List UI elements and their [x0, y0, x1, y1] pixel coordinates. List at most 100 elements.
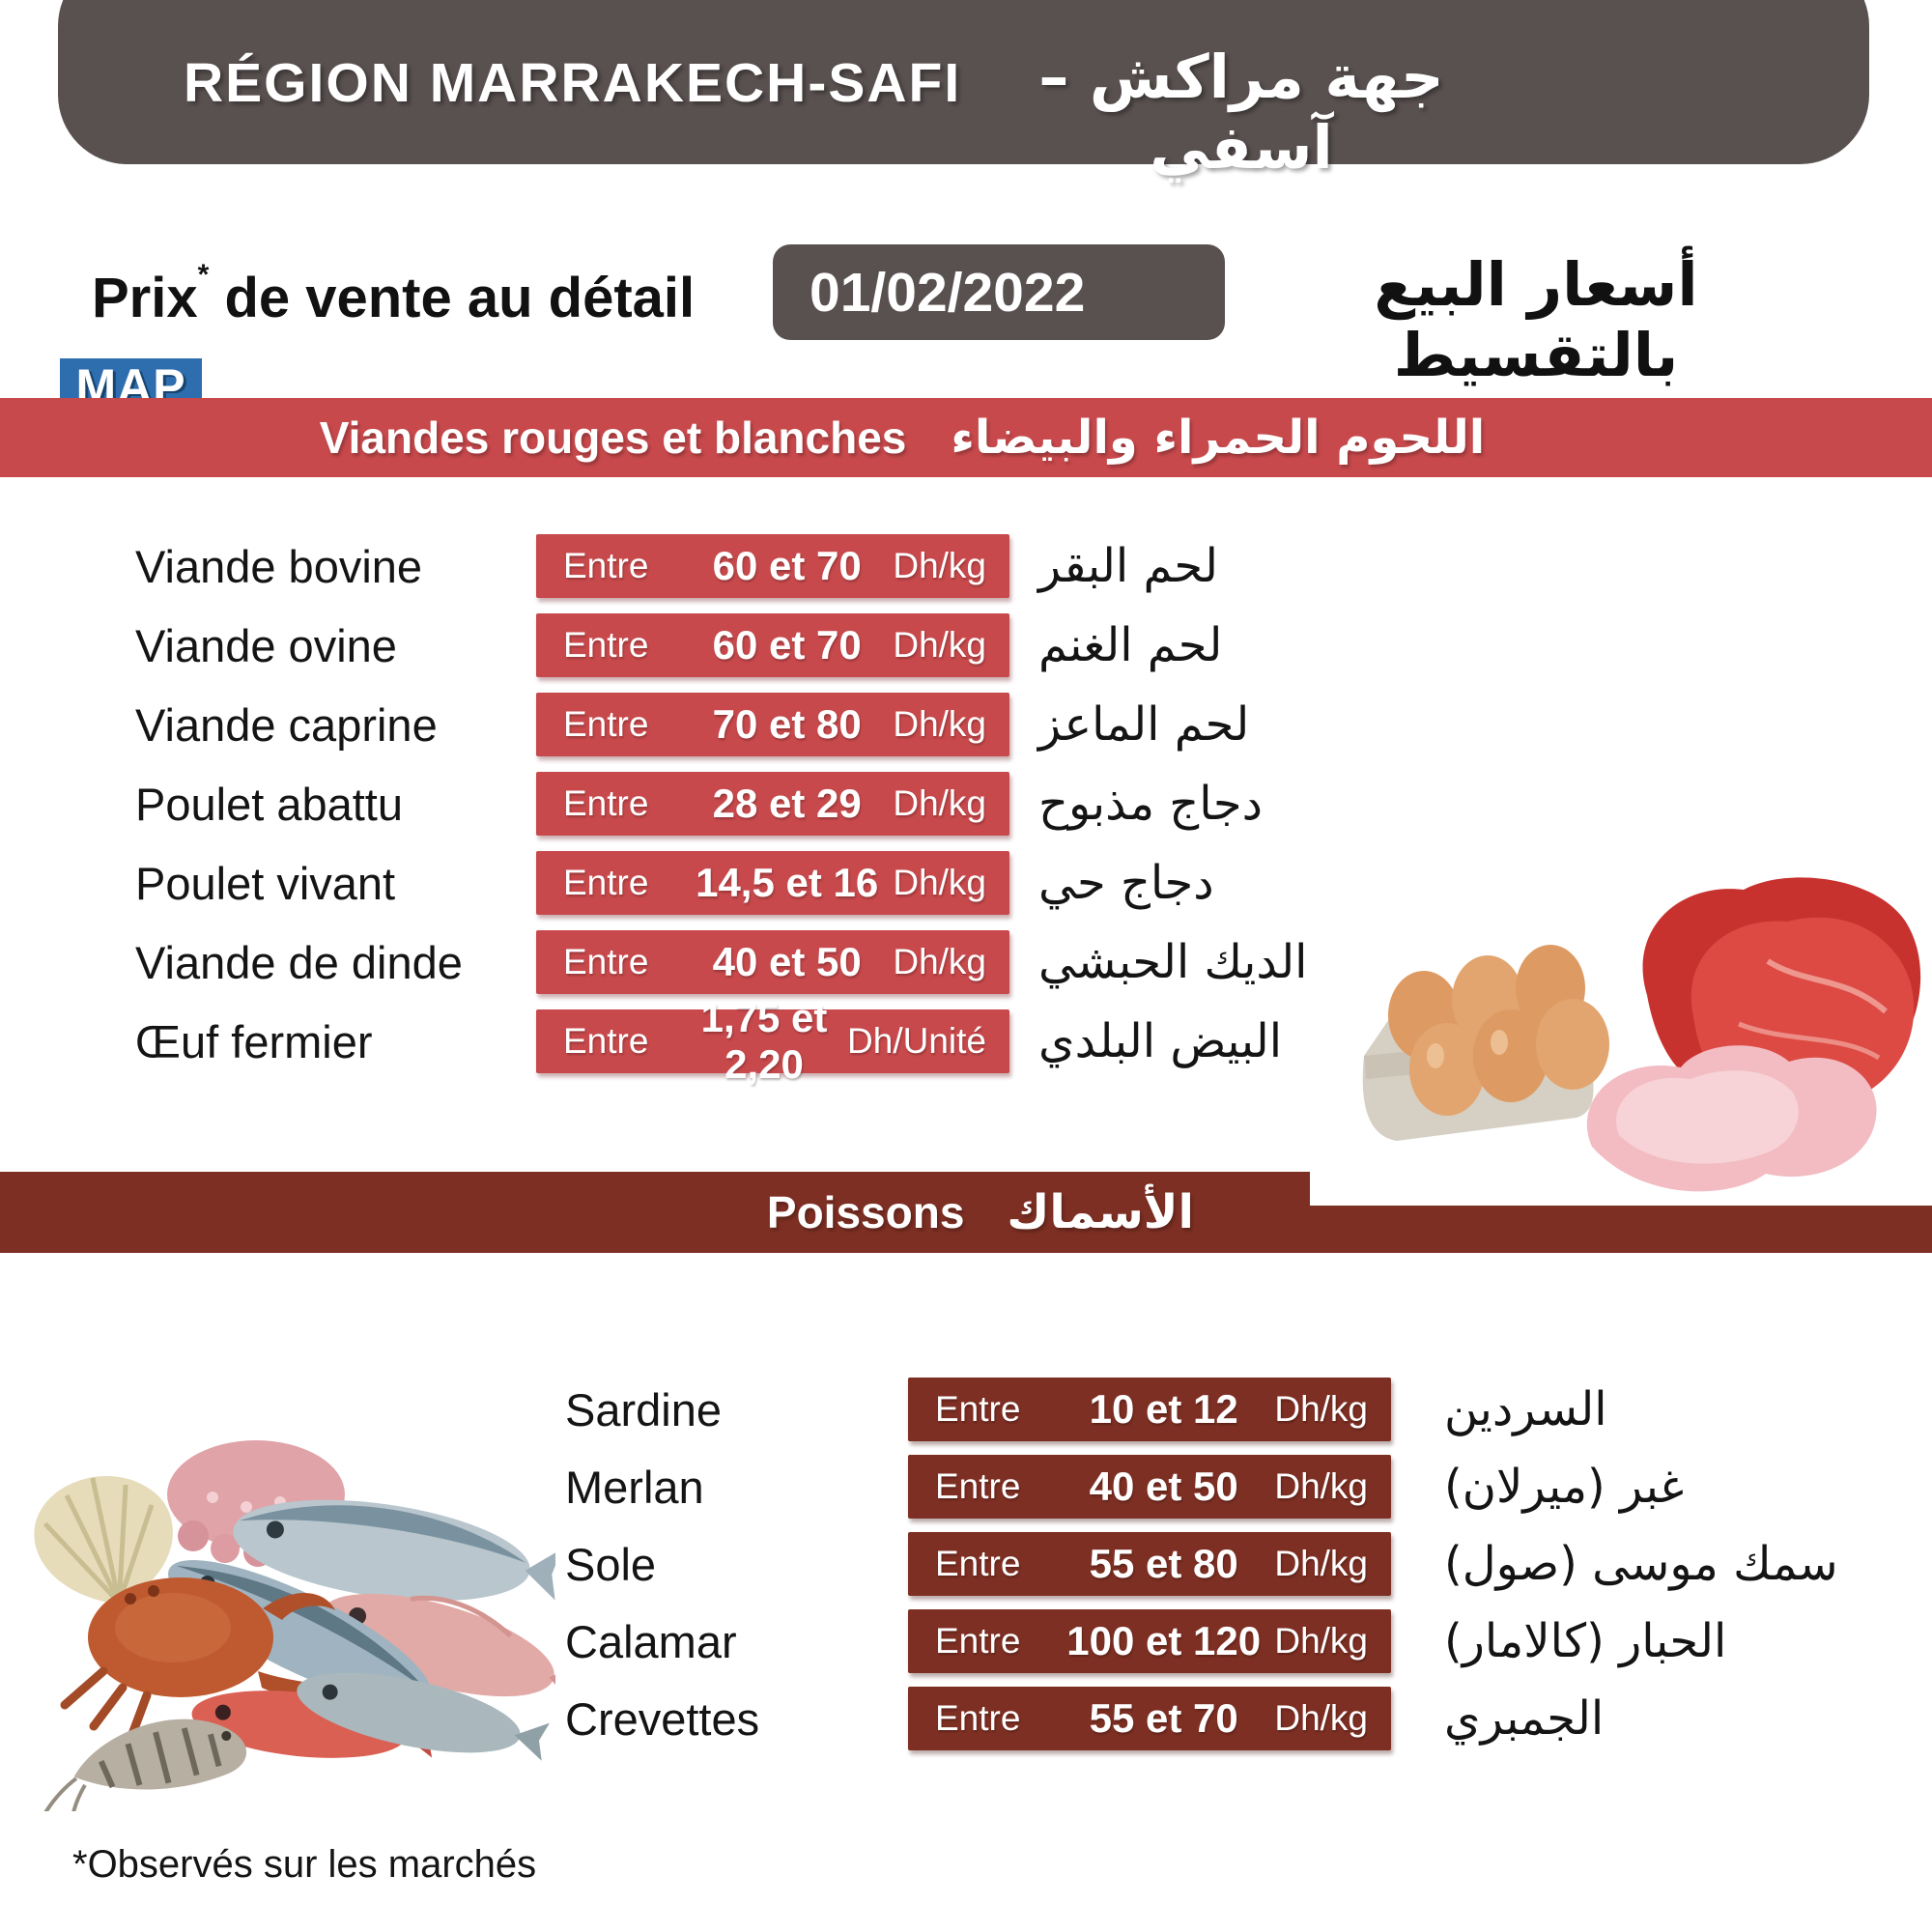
price-unit: Dh/kg — [1274, 1698, 1368, 1738]
table-row: Crevettes Entre 55 et 70 Dh/kg الجمبري — [0, 1687, 1932, 1750]
table-row: Poulet abattu Entre 28 et 29 Dh/kg دجاج … — [0, 772, 1932, 836]
region-title-ar: جهة مراكش – آسفي — [1038, 42, 1444, 183]
footnote: *Observés sur les marchés — [72, 1843, 537, 1886]
price-box: Entre 10 et 12 Dh/kg — [908, 1378, 1391, 1441]
header-banner: RÉGION MARRAKECH-SAFI جهة مراكش – آسفي — [58, 0, 1869, 183]
meat-section-title-fr: Viandes rouges et blanches — [319, 412, 907, 463]
product-name-fr: Merlan — [565, 1461, 704, 1513]
page-title-rest: de vente au détail — [209, 267, 696, 329]
product-name-fr: Viande de dinde — [135, 936, 463, 988]
price-between-label: Entre — [935, 1466, 1021, 1506]
product-name-fr: Calamar — [565, 1615, 737, 1667]
page-title-ar: أسعار البيع بالتقسيط — [1374, 249, 1698, 390]
price-box: Entre 60 et 70 Dh/kg — [536, 613, 1009, 677]
price-unit: Dh/kg — [1274, 1466, 1368, 1506]
price-between-label: Entre — [563, 1021, 649, 1061]
price-range: 10 et 12 — [1089, 1386, 1238, 1432]
price-range: 28 et 29 — [712, 781, 862, 826]
table-row: Sardine Entre 10 et 12 Dh/kg السردين — [0, 1378, 1932, 1441]
table-row: Merlan Entre 40 et 50 Dh/kg غبر (ميرلان) — [0, 1455, 1932, 1519]
fish-section-banner: Poissons الأسماك — [0, 1172, 1310, 1253]
product-name-ar: السردين — [1444, 1382, 1607, 1436]
table-row: Œuf fermier Entre 1,75 et 2,20 Dh/Unité … — [0, 995, 1932, 1087]
price-box: Entre 70 et 80 Dh/kg — [536, 693, 1009, 756]
price-range: 14,5 et 16 — [696, 860, 879, 905]
price-between-label: Entre — [563, 625, 649, 665]
price-range: 55 et 70 — [1089, 1695, 1238, 1741]
price-between-label: Entre — [563, 863, 649, 902]
price-range: 55 et 80 — [1089, 1541, 1238, 1586]
fish-price-list: Sardine Entre 10 et 12 Dh/kg السردين Mer… — [0, 1378, 1932, 1750]
product-name-ar: سمك موسى (صول) — [1444, 1537, 1838, 1591]
product-name-fr: Œuf fermier — [135, 1015, 373, 1067]
price-unit: Dh/kg — [893, 704, 986, 744]
product-name-fr: Viande caprine — [135, 698, 438, 751]
price-unit: Dh/kg — [893, 546, 986, 585]
product-name-fr: Sole — [565, 1538, 657, 1590]
product-name-ar: لحم الماعز — [1038, 697, 1250, 752]
price-unit: Dh/kg — [1274, 1544, 1368, 1583]
date-value: 01/02/2022 — [810, 261, 1086, 324]
price-range: 60 et 70 — [712, 543, 862, 588]
price-box: Entre 55 et 80 Dh/kg — [908, 1532, 1391, 1596]
product-name-fr: Sardine — [565, 1383, 722, 1435]
price-box: Entre 1,75 et 2,20 Dh/Unité — [536, 995, 1009, 1087]
table-row: Poulet vivant Entre 14,5 et 16 Dh/kg دجا… — [0, 851, 1932, 915]
price-range: 60 et 70 — [712, 622, 862, 668]
price-box: Entre 55 et 70 Dh/kg — [908, 1687, 1391, 1750]
price-range: 70 et 80 — [712, 701, 862, 747]
price-between-label: Entre — [563, 942, 649, 981]
price-between-label: Entre — [563, 546, 649, 585]
meat-section-title-ar: اللحوم الحمراء والبيضاء — [951, 411, 1486, 465]
table-row: Viande bovine Entre 60 et 70 Dh/kg لحم ا… — [0, 534, 1932, 598]
price-between-label: Entre — [935, 1621, 1021, 1661]
page-title-prefix: Prix — [92, 267, 198, 329]
fish-section-title-fr: Poissons — [766, 1187, 965, 1237]
product-name-fr: Poulet vivant — [135, 857, 396, 909]
table-row: Viande caprine Entre 70 et 80 Dh/kg لحم … — [0, 693, 1932, 756]
product-name-ar: الحبار (كالامار) — [1444, 1614, 1727, 1668]
product-name-fr: Poulet abattu — [135, 778, 403, 830]
price-box: Entre 40 et 50 Dh/kg — [908, 1455, 1391, 1519]
product-name-ar: الجمبري — [1444, 1691, 1605, 1746]
seafood-platter-image — [24, 1440, 555, 1811]
price-between-label: Entre — [935, 1544, 1021, 1583]
price-box: Entre 40 et 50 Dh/kg — [536, 930, 1009, 994]
price-between-label: Entre — [935, 1389, 1021, 1429]
product-name-ar: البيض البلدي — [1038, 1014, 1283, 1068]
eggs-meat-chicken-image — [1362, 877, 1921, 1192]
price-between-label: Entre — [935, 1698, 1021, 1738]
date-badge: 01/02/2022 — [773, 244, 1225, 340]
price-box: Entre 60 et 70 Dh/kg — [536, 534, 1009, 598]
price-range: 100 et 120 — [1066, 1618, 1262, 1663]
price-between-label: Entre — [563, 783, 649, 823]
price-unit: Dh/kg — [893, 863, 986, 902]
product-name-fr: Crevettes — [565, 1692, 760, 1745]
table-row: Sole Entre 55 et 80 Dh/kg سمك موسى (صول) — [0, 1532, 1932, 1596]
meat-section-banner: Viandes rouges et blanches اللحوم الحمرا… — [0, 398, 1932, 477]
price-unit: Dh/kg — [893, 942, 986, 981]
product-name-ar: غبر (ميرلان) — [1444, 1460, 1685, 1514]
fish-section-banner-extension — [1310, 1206, 1932, 1253]
price-box: Entre 14,5 et 16 Dh/kg — [536, 851, 1009, 915]
price-between-label: Entre — [563, 704, 649, 744]
page-title: Prix* de vente au détail — [92, 259, 695, 330]
product-name-ar: لحم البقر — [1038, 539, 1219, 593]
price-range: 40 et 50 — [1089, 1463, 1238, 1509]
product-name-fr: Viande bovine — [135, 540, 423, 592]
price-unit: Dh/kg — [1274, 1621, 1368, 1661]
table-row: Viande ovine Entre 60 et 70 Dh/kg لحم ال… — [0, 613, 1932, 677]
product-name-ar: دجاج مذبوح — [1038, 777, 1263, 831]
price-unit: Dh/kg — [893, 783, 986, 823]
price-unit: Dh/kg — [1274, 1389, 1368, 1429]
asterisk-mark: * — [197, 259, 210, 291]
price-range: 1,75 et 2,20 — [700, 995, 828, 1087]
price-range: 40 et 50 — [712, 939, 862, 984]
region-title-fr: RÉGION MARRAKECH-SAFI — [184, 52, 962, 114]
product-name-ar: لحم الغنم — [1038, 618, 1223, 672]
product-name-fr: Viande ovine — [135, 619, 397, 671]
fish-section-title-ar: الأسماك — [1007, 1185, 1194, 1239]
table-row: Calamar Entre 100 et 120 Dh/kg الحبار (ك… — [0, 1609, 1932, 1673]
price-box: Entre 100 et 120 Dh/kg — [908, 1609, 1391, 1673]
price-unit: Dh/Unité — [847, 1021, 986, 1061]
